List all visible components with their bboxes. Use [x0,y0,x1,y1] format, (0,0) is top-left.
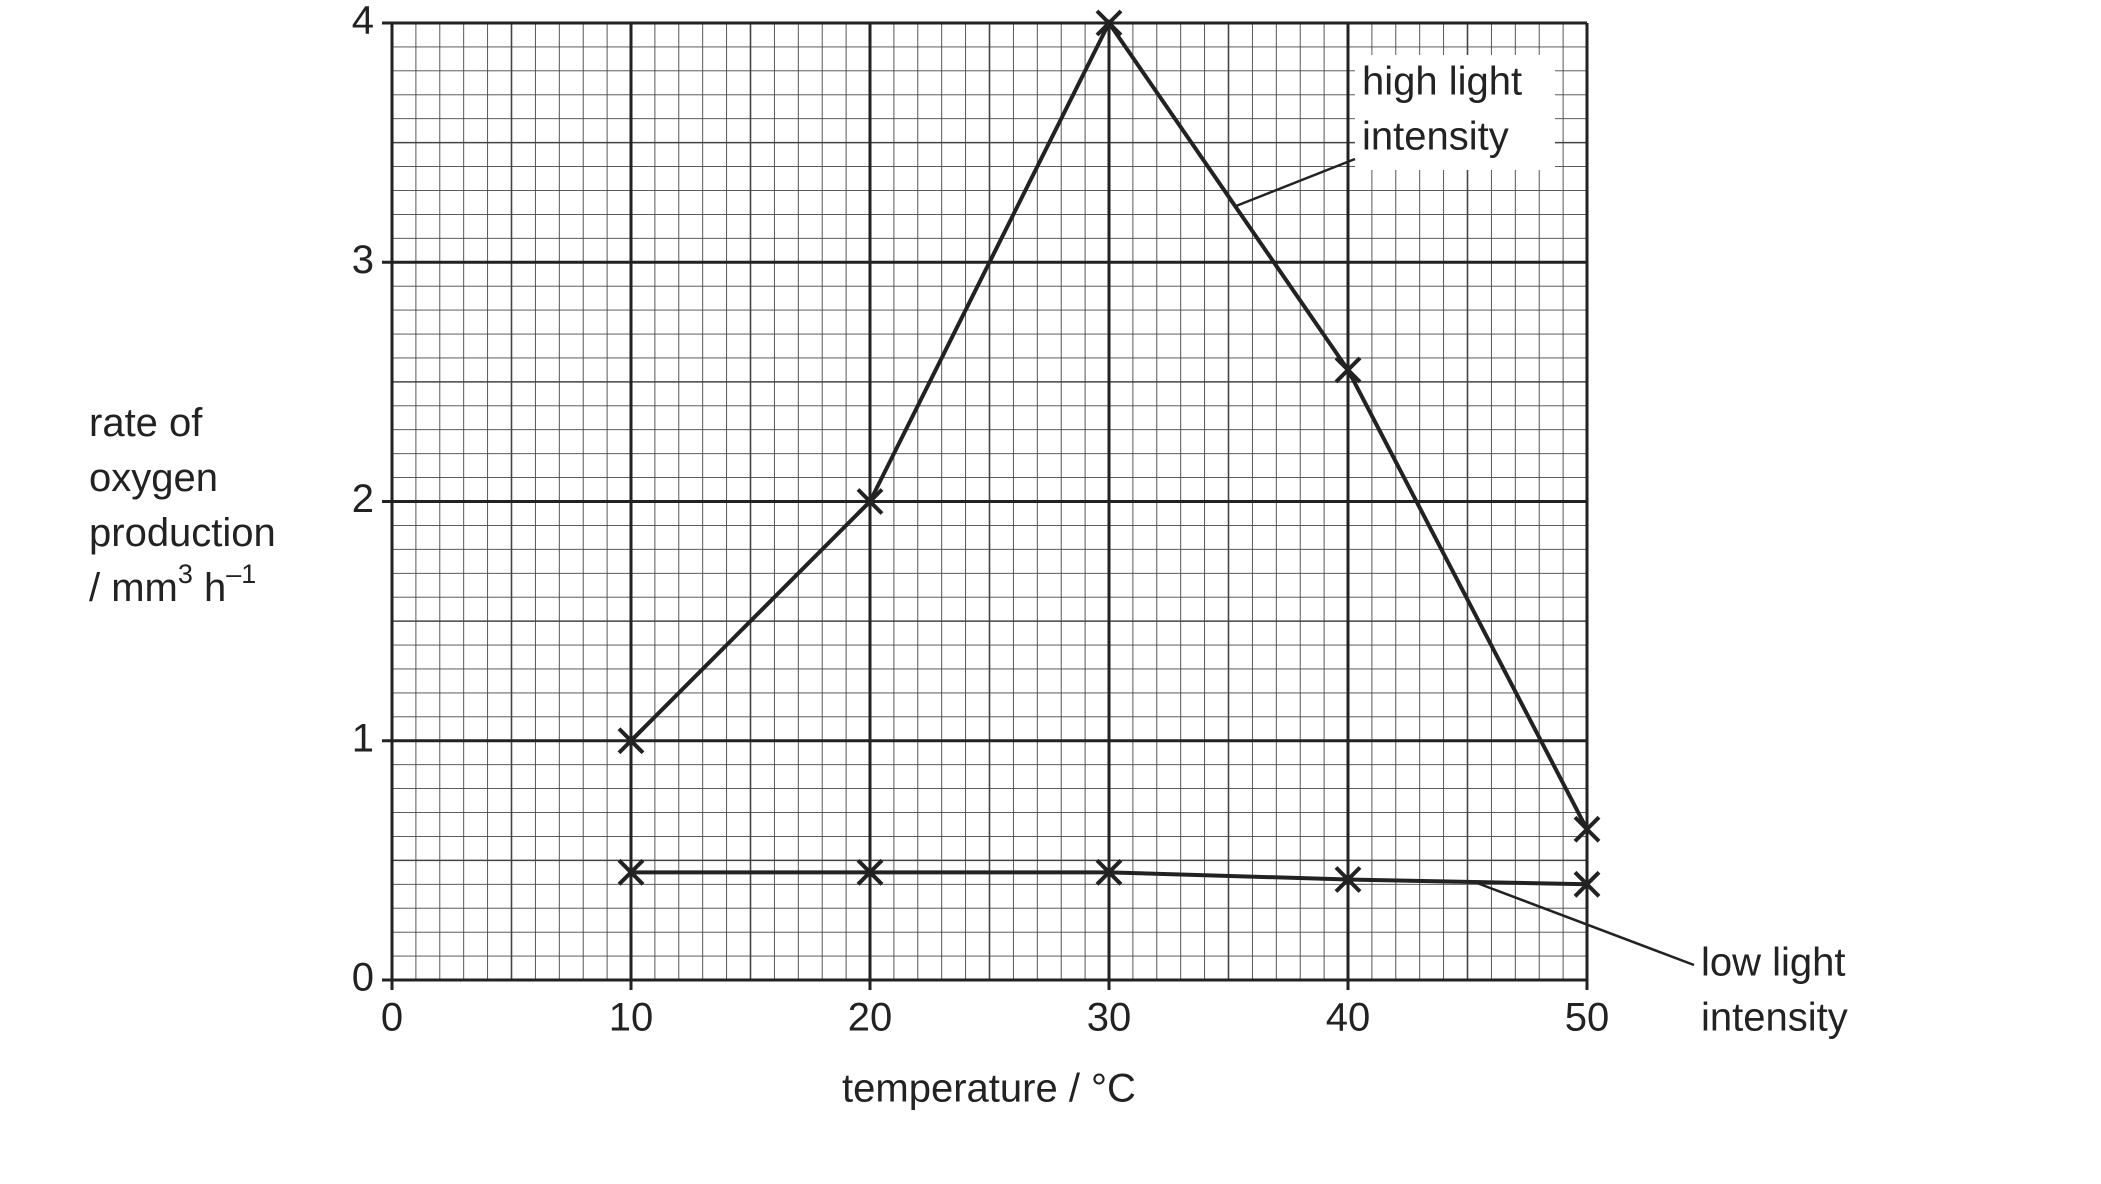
y-label-unit: –1 [226,559,256,589]
y-tick-label: 2 [352,477,374,521]
leader-line [1235,157,1356,208]
y-axis-label: rate of oxygen production / mm3 h–1 [89,401,276,610]
cross-marker [617,727,645,755]
grid [382,21,1589,990]
cross-marker [1573,815,1601,843]
y-label-line: oxygen [89,456,218,500]
series-label: intensity [1362,115,1509,159]
cross-marker [856,488,884,515]
cross-marker [856,858,884,886]
y-label-unit: h [193,566,226,610]
y-label-line: production [89,511,276,555]
x-tick-label: 50 [1565,996,1610,1040]
leader-line [1476,881,1695,967]
y-label-unit: / mm [89,566,178,610]
x-tick-label: 20 [848,996,893,1040]
cross-marker [617,858,645,886]
series-label: intensity [1701,996,1848,1040]
cross-marker [1573,870,1601,898]
series-label: high light [1362,60,1522,104]
y-tick-label: 4 [352,0,374,43]
x-tick-label: 30 [1087,996,1132,1040]
x-tick-label: 0 [381,996,403,1040]
x-tick-label: 10 [609,996,654,1040]
marks [617,9,1601,898]
cross-marker [1095,9,1123,37]
y-label-unit: 3 [178,559,193,589]
y-label-line: rate of [89,401,203,445]
x-axis-label: temperature / °C [842,1067,1136,1111]
y-tick-label: 1 [352,716,374,760]
series-label: low light [1701,941,1846,985]
cross-marker [1334,866,1362,893]
cross-marker [1095,858,1123,886]
cross-marker [1334,356,1362,384]
x-tick-label: 40 [1326,996,1371,1040]
y-tick-label: 3 [352,238,374,282]
label-background [1355,55,1555,170]
y-tick-label: 0 [352,956,374,1000]
